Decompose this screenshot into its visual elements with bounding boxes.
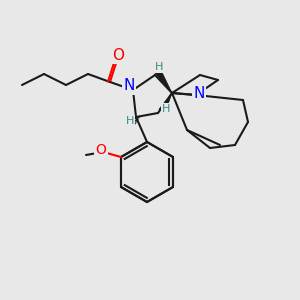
Text: N: N — [123, 79, 135, 94]
Text: H: H — [155, 62, 163, 72]
Text: H: H — [162, 104, 170, 114]
Text: O: O — [96, 143, 106, 157]
Text: O: O — [112, 47, 124, 62]
Text: N: N — [193, 85, 205, 100]
Polygon shape — [159, 93, 172, 113]
Text: H: H — [126, 116, 134, 126]
Polygon shape — [154, 68, 172, 93]
